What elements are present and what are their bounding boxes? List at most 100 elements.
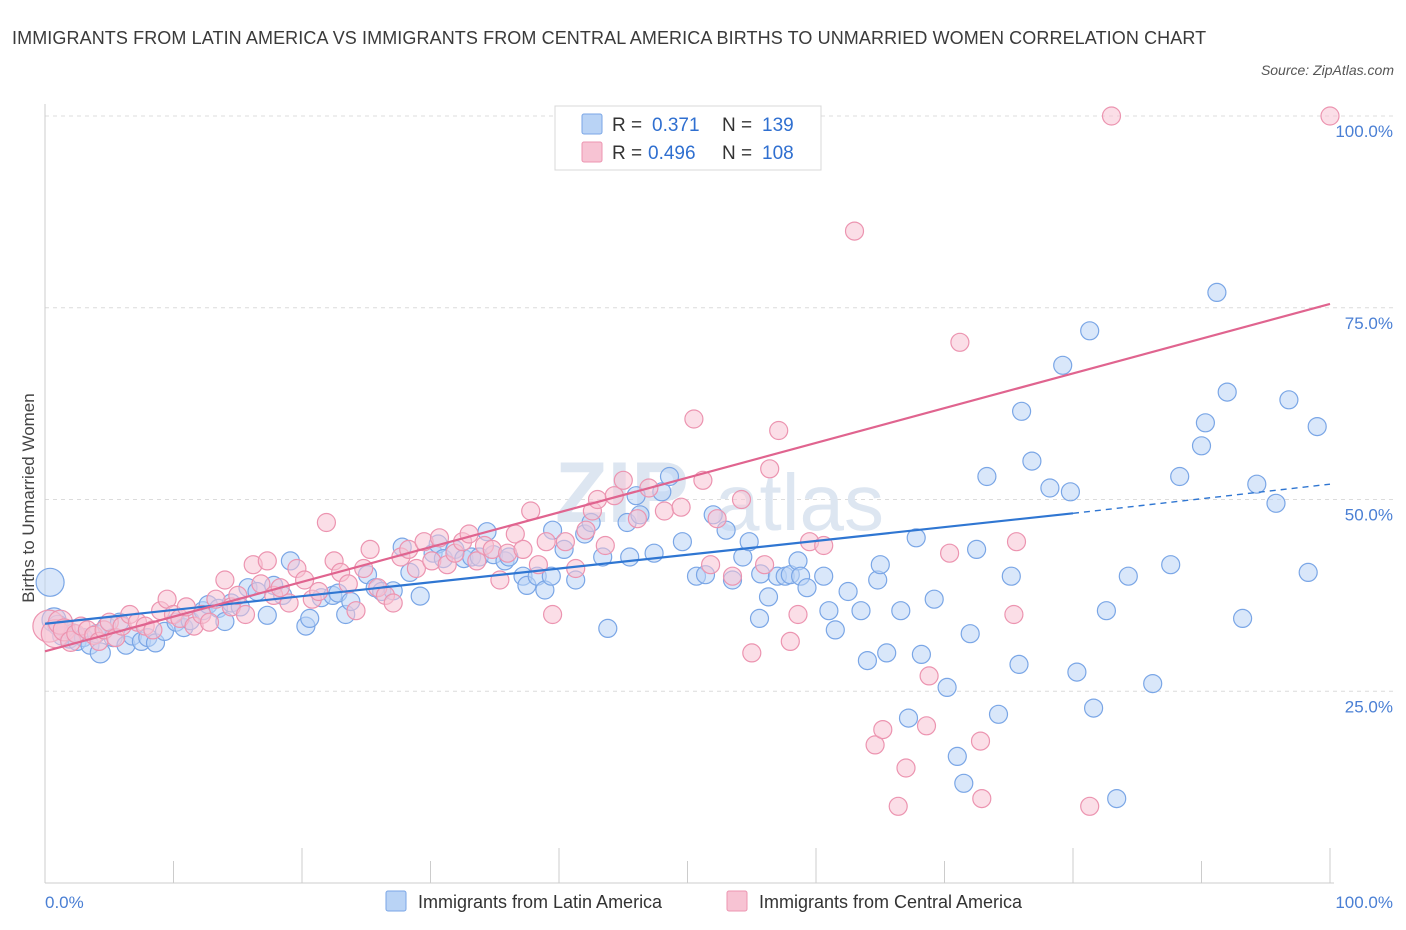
data-point (627, 509, 648, 529)
data-point (1060, 482, 1081, 502)
y-tick-label: 75.0% (1345, 314, 1393, 333)
data-point (1307, 417, 1327, 437)
trendline-pink (44, 302, 1331, 653)
data-point (739, 532, 759, 552)
data-point (947, 746, 967, 767)
data-point (576, 520, 596, 540)
data-point (671, 497, 691, 517)
data-point (896, 758, 916, 778)
data-point (354, 558, 374, 579)
data-point (309, 581, 329, 602)
data-point (1298, 562, 1318, 583)
x-tick-label-min: 0.0% (45, 893, 84, 912)
data-point (1247, 474, 1267, 494)
data-point (797, 578, 817, 598)
data-point (1053, 355, 1073, 375)
data-point (857, 650, 878, 671)
data-point (924, 589, 944, 609)
data-point (1279, 390, 1299, 410)
data-point (541, 566, 561, 586)
data-point (1096, 601, 1117, 621)
legend-central-america-label: Immigrants from Central America (759, 892, 1023, 912)
legend-stats-pink-r: 0.496 (648, 143, 696, 164)
legend-stats: R = 0.371 N = 139 R = 0.496 N = 108 (554, 105, 822, 171)
data-point (970, 731, 991, 751)
legend-stats-blue-n-label: N = (722, 115, 752, 136)
y-tick-label: 25.0% (1345, 697, 1393, 716)
legend-stats-blue-n: 139 (762, 115, 794, 136)
data-point (954, 773, 974, 793)
legend-latin-america-label: Immigrants from Latin America (418, 892, 663, 912)
legend-stats-blue-r-label: R = (612, 115, 642, 136)
data-point (707, 509, 727, 529)
series-latin-america (35, 282, 1327, 809)
data-point (143, 620, 163, 640)
data-point (684, 409, 704, 429)
data-point (722, 566, 743, 586)
data-point (819, 601, 839, 621)
data-point (1080, 321, 1100, 341)
data-point (898, 708, 919, 728)
data-point (1170, 466, 1190, 487)
data-point (316, 512, 336, 533)
y-tick-label: 100.0% (1335, 122, 1393, 141)
data-point (877, 643, 897, 663)
data-point (429, 528, 450, 548)
data-point (257, 605, 277, 625)
data-point (844, 221, 865, 241)
data-point (788, 604, 808, 625)
data-point (542, 604, 563, 625)
legend-central-america-swatch (726, 890, 748, 912)
data-point (1107, 788, 1127, 809)
data-point (360, 539, 380, 560)
data-point (972, 788, 992, 809)
data-point (1118, 566, 1138, 586)
data-point (1022, 451, 1042, 471)
data-point (1217, 382, 1237, 402)
data-point (966, 539, 987, 560)
data-point (1195, 413, 1216, 433)
data-point (780, 631, 800, 652)
legend-stats-pink-swatch (581, 141, 603, 163)
data-point (620, 547, 640, 567)
data-point (760, 459, 780, 479)
data-point (1067, 662, 1087, 682)
source-label: Source: ZipAtlas.com (1260, 62, 1394, 78)
data-point (950, 332, 970, 352)
data-point (865, 735, 885, 755)
data-point (1080, 796, 1100, 816)
data-point (536, 532, 556, 552)
data-point (911, 644, 932, 665)
data-point (1006, 532, 1027, 552)
data-point (814, 566, 834, 586)
data-point (749, 608, 770, 629)
data-point (1004, 604, 1024, 625)
data-point (851, 601, 871, 621)
data-point (235, 604, 256, 625)
legend-stats-blue-swatch (581, 113, 603, 135)
data-point (891, 601, 911, 621)
data-point (467, 551, 487, 571)
data-point (300, 608, 320, 629)
legend-latin-america-swatch (385, 890, 407, 912)
data-point (257, 551, 277, 571)
data-point (1009, 654, 1029, 675)
data-point (838, 581, 858, 602)
data-point (199, 612, 220, 632)
data-point (1161, 555, 1181, 575)
data-point (654, 501, 675, 521)
data-point (1101, 106, 1122, 126)
data-point (613, 470, 633, 490)
legend-series: Immigrants from Latin America Immigrants… (385, 890, 1023, 912)
data-point (916, 716, 937, 736)
legend-stats-pink-r-label: R = (612, 143, 642, 164)
data-point (825, 620, 845, 640)
trendline-blue-extension (1072, 483, 1331, 515)
data-point (873, 719, 893, 740)
data-point (1320, 106, 1340, 126)
data-point (513, 539, 533, 560)
axes (44, 104, 1334, 884)
data-point (937, 677, 957, 698)
data-point (35, 567, 65, 597)
